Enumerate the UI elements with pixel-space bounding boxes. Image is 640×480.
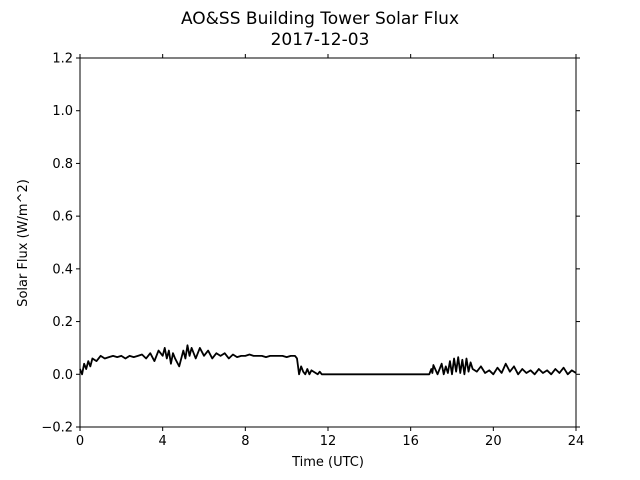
y-tick-label: 1.2 [52, 52, 73, 67]
y-tick-label: 0.2 [52, 315, 73, 330]
chart-title: AO&SS Building Tower Solar Flux [181, 9, 459, 29]
x-tick-label: 4 [159, 434, 167, 449]
x-tick-label: 20 [485, 434, 502, 449]
y-tick-label: 1.0 [52, 104, 73, 119]
x-tick-label: 8 [241, 434, 249, 449]
y-tick-label: 0.0 [52, 368, 73, 383]
y-tick-label: −0.2 [41, 421, 73, 436]
plot-area [79, 344, 577, 376]
x-tick-label: 12 [320, 434, 337, 449]
chart-subtitle: 2017-12-03 [271, 30, 370, 50]
x-axis-label: Time (UTC) [291, 455, 364, 470]
axis-ticks: 0 4 8 12 16 20 24 −0.2 0.0 0.2 0.4 0.6 0.8 1.0 1.2 [41, 52, 584, 450]
x-tick-label: 0 [76, 434, 84, 449]
x-tick-label: 24 [568, 434, 585, 449]
y-tick-label: 0.6 [52, 210, 73, 225]
series-line [79, 344, 577, 376]
y-tick-label: 0.8 [52, 157, 73, 172]
y-tick-label: 0.4 [52, 262, 73, 277]
x-tick-label: 16 [402, 434, 419, 449]
y-axis-label: Solar Flux (W/m^2) [16, 179, 31, 307]
